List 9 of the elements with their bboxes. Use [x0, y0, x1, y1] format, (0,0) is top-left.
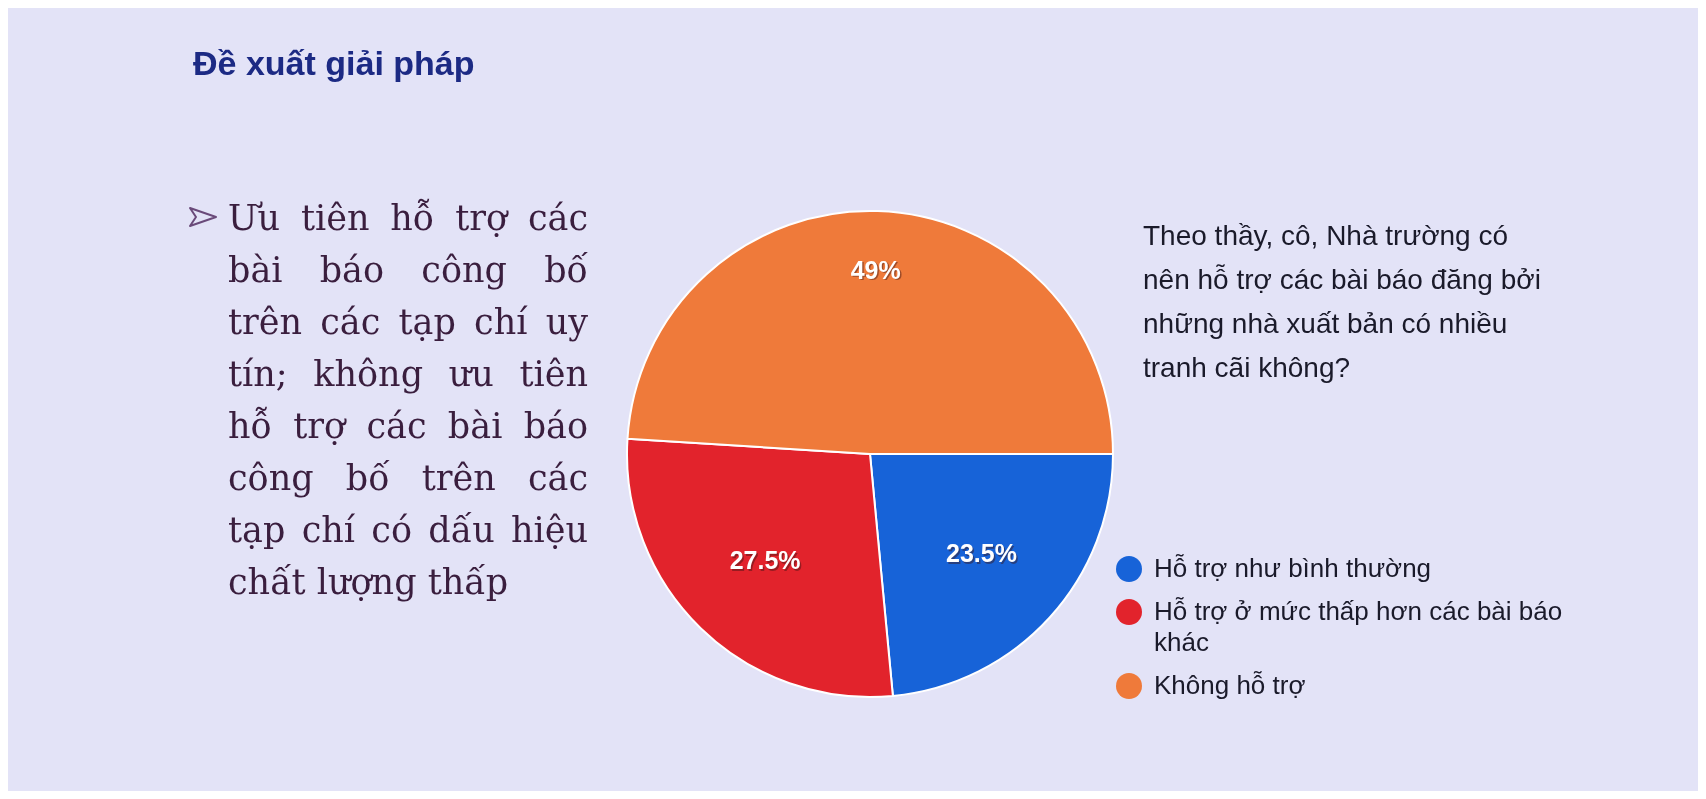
text: Ưu tiên hỗ trợ các bài báo công bố trên các tạp chí uy tín; không ưu tiên hỗ trợ các bài báo công bố trên các tạp chí có dấu hiệu chất lượng thấp — [228, 197, 588, 604]
data-label: 23.5% — [945, 539, 1017, 568]
text: Đề xuất giải pháp — [193, 44, 475, 83]
legend-label: Hỗ trợ ở mức thấp hơn các bài báo khác — [1154, 596, 1564, 658]
data-label: 27.5% — [729, 546, 801, 575]
legend-label: Hỗ trợ như bình thường — [1154, 553, 1433, 584]
legend-label: Không hỗ trợ — [1154, 670, 1307, 701]
text: Theo thầy, cô, Nhà trường có nên hỗ trợ các bài báo đăng bởi những nhà xuất bản có nhiều tranh cãi không? — [1143, 219, 1542, 385]
data-label: 49% — [852, 257, 903, 286]
